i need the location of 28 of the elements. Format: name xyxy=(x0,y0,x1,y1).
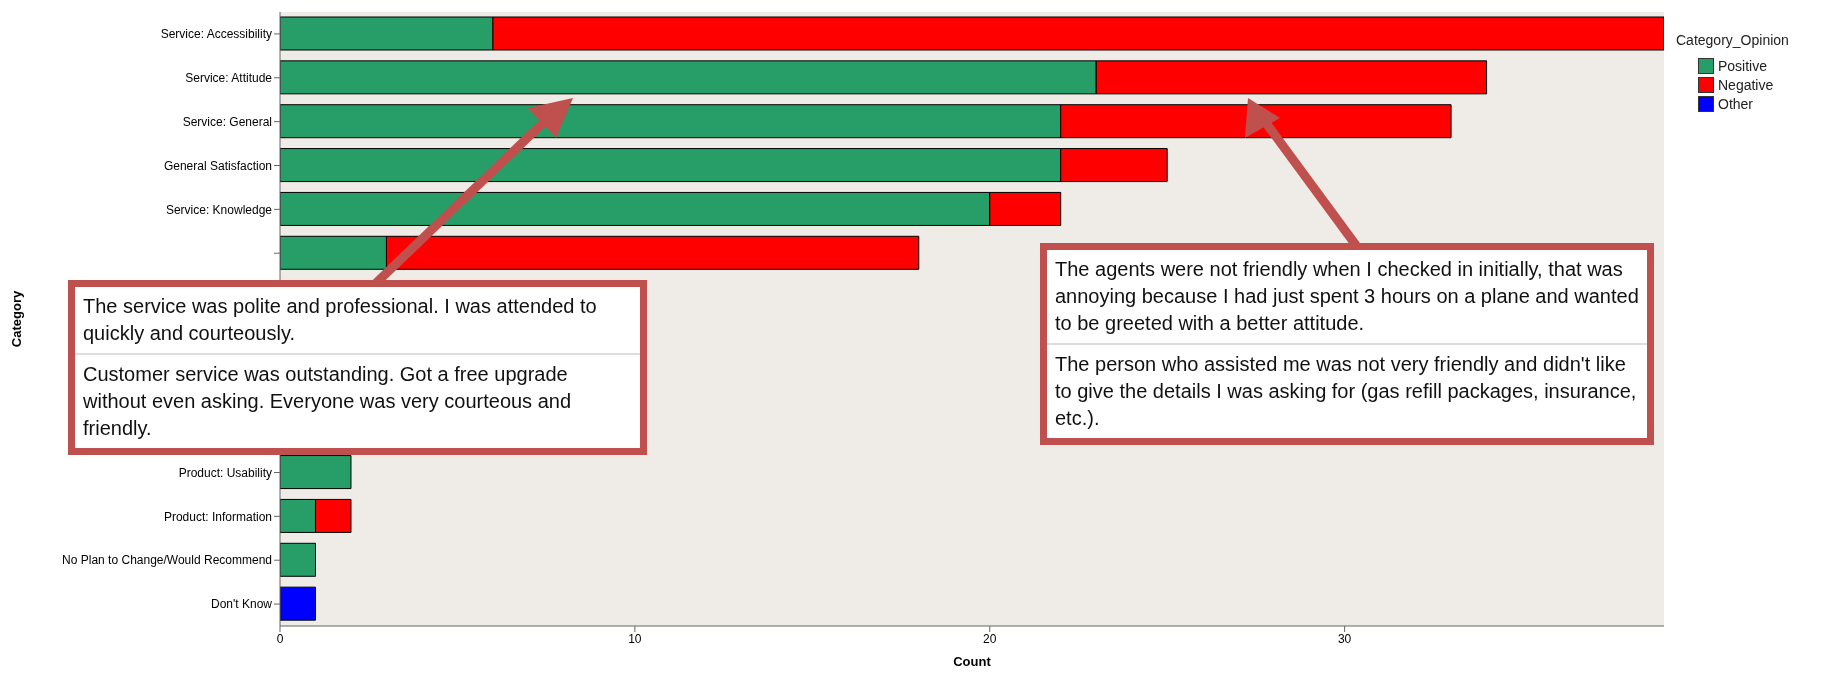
y-tick-label: Service: General xyxy=(182,114,272,129)
annotation: The person who assisted me was not very friendly and didn't like to give the details I was asking for (gas refill packages, insurance, etc.). xyxy=(1047,343,1647,438)
annotation: Customer service was outstanding. Got a free upgrade without even asking. Everyone was very courteous and friendly. xyxy=(75,353,640,448)
y-tick-label: Service: Attitude xyxy=(185,71,273,86)
y-tick-label: Service: Accessibility xyxy=(160,27,272,42)
callout-box: The service was polite and professional. I was attended to quickly and courteously. Customer service was outstanding. Got a free upgrade without even asking. Everyone was very courteous and friendly. xyxy=(68,280,647,455)
x-tick-label: 20 xyxy=(983,631,997,646)
y-tick-label: General Satisfaction xyxy=(163,158,272,173)
y-tick-label: Service: Knowledge xyxy=(165,202,273,217)
legend-title: Category_Opinion xyxy=(1676,32,1789,48)
callout-box: The agents were not friendly when I checked in initially, that was annoying because I had just spent 3 hours on a plane and wanted to be greeted with a better attitude. The person who assisted me was not very friendly and didn't like to give the details I was asking for (gas refill packages, insurance, etc.). xyxy=(1040,243,1654,445)
legend-label: Negative xyxy=(1717,75,1775,94)
bar xyxy=(280,542,316,577)
x-tick-label: 30 xyxy=(1337,631,1352,646)
bar xyxy=(280,455,352,490)
bar xyxy=(280,586,316,621)
x-tick-label: 10 xyxy=(628,631,642,646)
legend-label: Positive xyxy=(1717,56,1769,75)
y-tick-label: Product: Usability xyxy=(178,465,272,480)
y-tick-label: Product: Information xyxy=(163,509,272,524)
annotation: The agents were not friendly when I checked in initially, that was annoying because I had just spent 3 hours on a plane and wanted to be greeted with a better attitude. xyxy=(1054,257,1640,336)
x-axis-title: Count xyxy=(953,654,992,669)
x-tick-label: 0 xyxy=(276,631,284,646)
annotation: The service was polite and professional. I was attended to quickly and courteously. xyxy=(82,294,598,346)
y-tick-label: Don't Know xyxy=(211,597,273,612)
y-tick-label: No Plan to Change/Would Recommend xyxy=(62,553,272,568)
y-axis-title: Category xyxy=(8,290,24,348)
legend-label: Other xyxy=(1717,94,1754,113)
